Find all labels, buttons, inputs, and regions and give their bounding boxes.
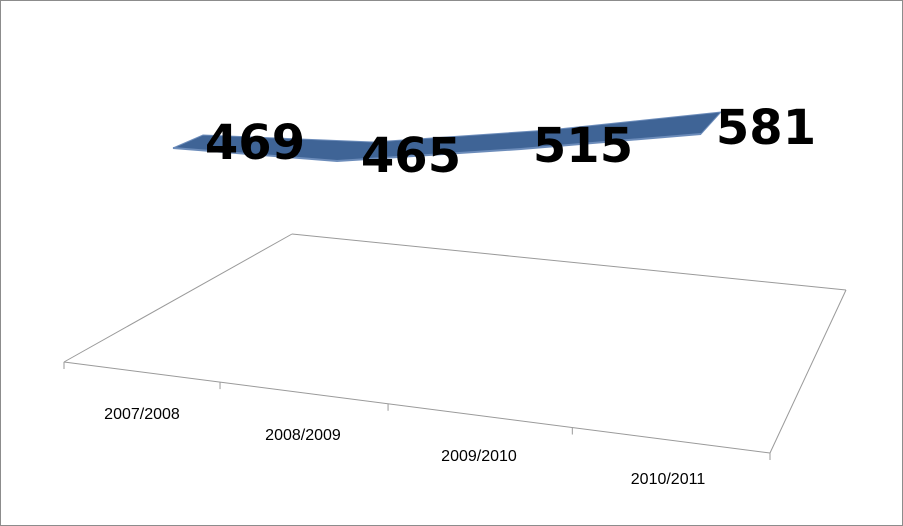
series-ribbon (172, 111, 723, 163)
x-axis-line (63, 361, 771, 454)
data-label: 465 (361, 128, 461, 184)
data-labels: 469 465 515 581 (205, 100, 816, 184)
data-label: 515 (533, 118, 633, 174)
floor-right-edge (769, 289, 847, 454)
x-tick-label: 2008/2009 (265, 427, 341, 444)
data-label: 581 (716, 100, 816, 156)
x-tick-label: 2010/2011 (631, 471, 706, 488)
floor-plane (63, 233, 847, 460)
x-tick-label: 2007/2008 (104, 406, 180, 423)
floor-left-edge (63, 233, 293, 363)
x-tick-label: 2009/2010 (441, 448, 517, 465)
series-line-front-edge (172, 133, 702, 163)
data-label: 469 (205, 115, 305, 171)
floor-back-edge (291, 233, 847, 291)
x-axis-tick-labels: 2007/2008 2008/2009 2009/2010 2010/2011 (104, 406, 705, 488)
